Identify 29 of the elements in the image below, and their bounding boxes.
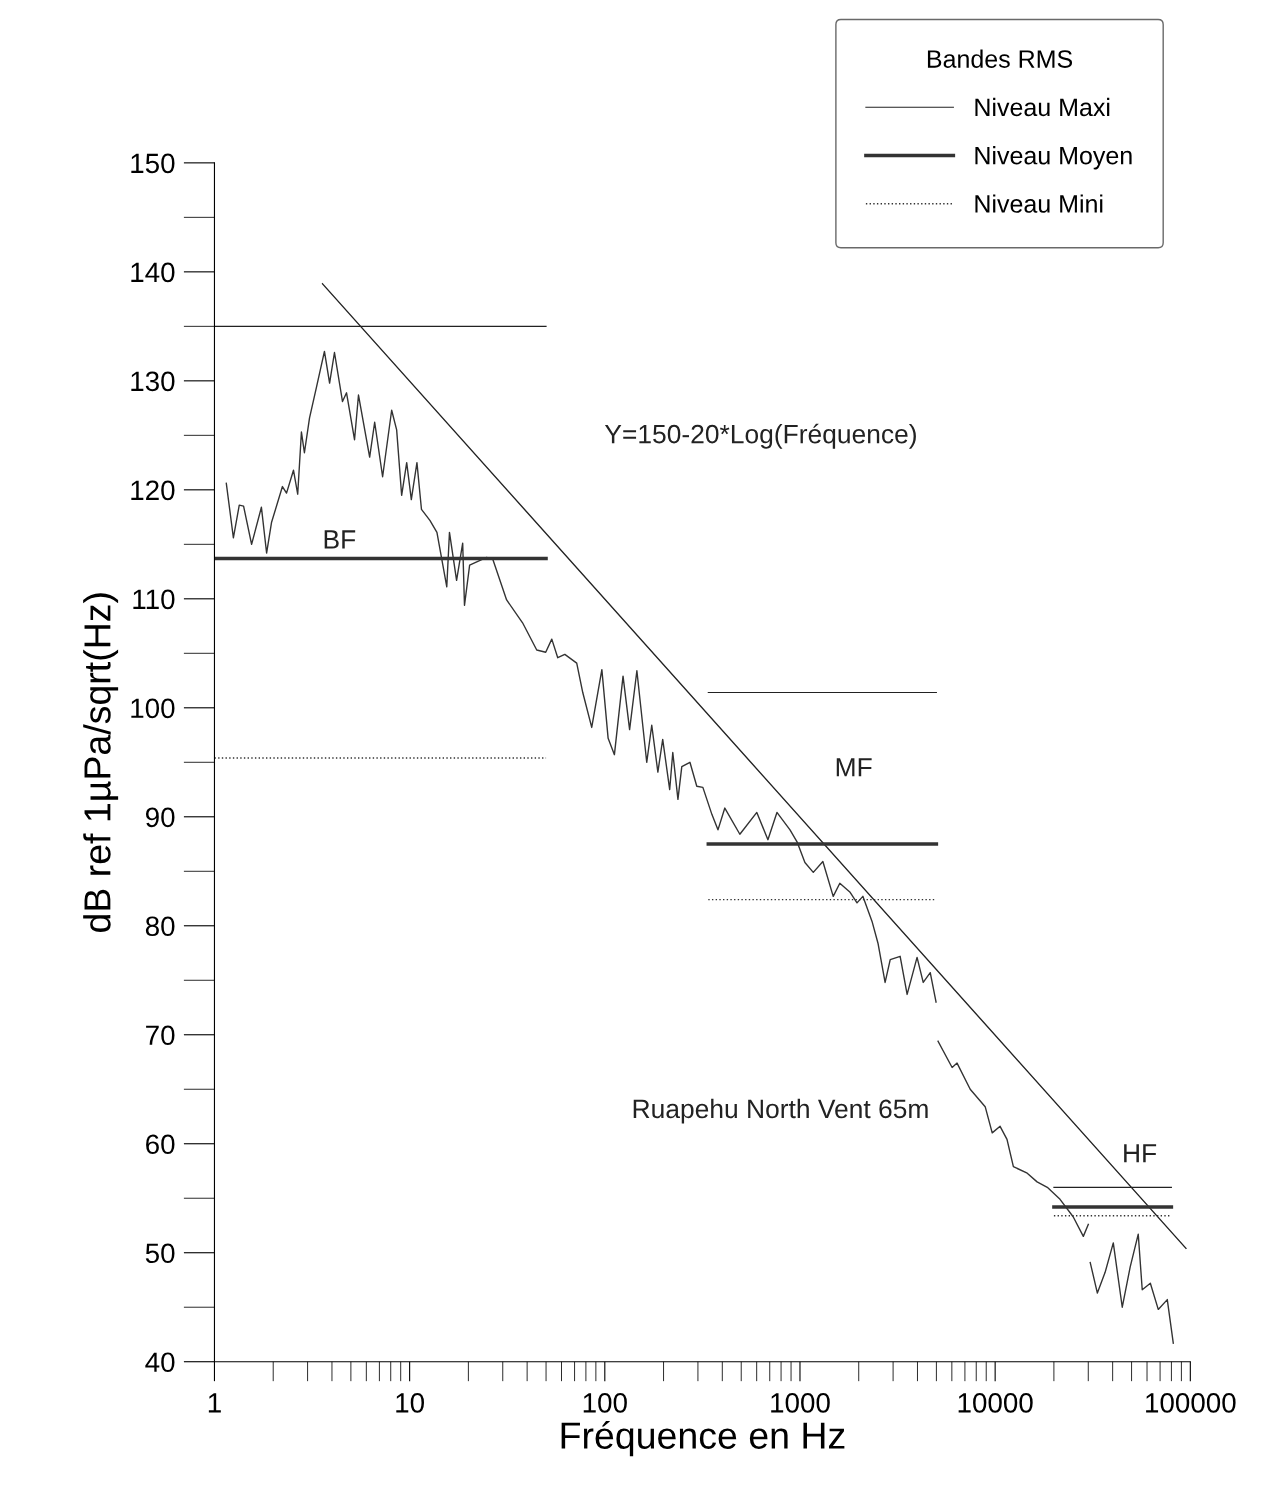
x-axis-title: Fréquence en Hz <box>561 1420 845 1457</box>
y-tick-label: 90 <box>145 807 175 828</box>
legend-label: Niveau Maxi <box>975 97 1110 117</box>
legend-label: Niveau Mini <box>975 194 1103 213</box>
y-tick-label: 120 <box>131 480 175 501</box>
x-tick-label: 1 <box>208 1393 221 1413</box>
y-tick-label: 100 <box>131 698 175 719</box>
x-tick-label: 100000 <box>1146 1393 1236 1413</box>
x-tick-label: 1000 <box>771 1393 830 1413</box>
annotation: Ruapehu North Vent 65m <box>633 1098 928 1124</box>
x-tick-label: 10 <box>396 1393 424 1413</box>
y-axis-title: dB ref 1µPa/sqrt(Hz) <box>83 593 119 932</box>
y-tick-label: 50 <box>145 1243 175 1264</box>
legend-label: Niveau Moyen <box>975 146 1132 170</box>
annotation: Y=150-20*Log(Fréquence) <box>604 423 916 449</box>
x-tick-label: 100 <box>583 1393 627 1413</box>
annotation: MF <box>836 758 872 777</box>
y-tick-label: 150 <box>131 153 175 174</box>
annotation: BF <box>324 530 356 549</box>
y-tick-label: 130 <box>131 371 175 392</box>
legend-title: Bandes RMS <box>927 49 1073 68</box>
x-tick-label: 10000 <box>958 1393 1033 1413</box>
y-tick-label: 80 <box>145 916 175 937</box>
y-tick-label: 110 <box>133 589 175 610</box>
y-tick-label: 40 <box>145 1352 175 1373</box>
y-tick-label: 70 <box>146 1025 175 1046</box>
annotation: HF <box>1124 1144 1157 1163</box>
y-tick-label: 140 <box>131 262 175 283</box>
y-tick-label: 60 <box>146 1134 175 1155</box>
